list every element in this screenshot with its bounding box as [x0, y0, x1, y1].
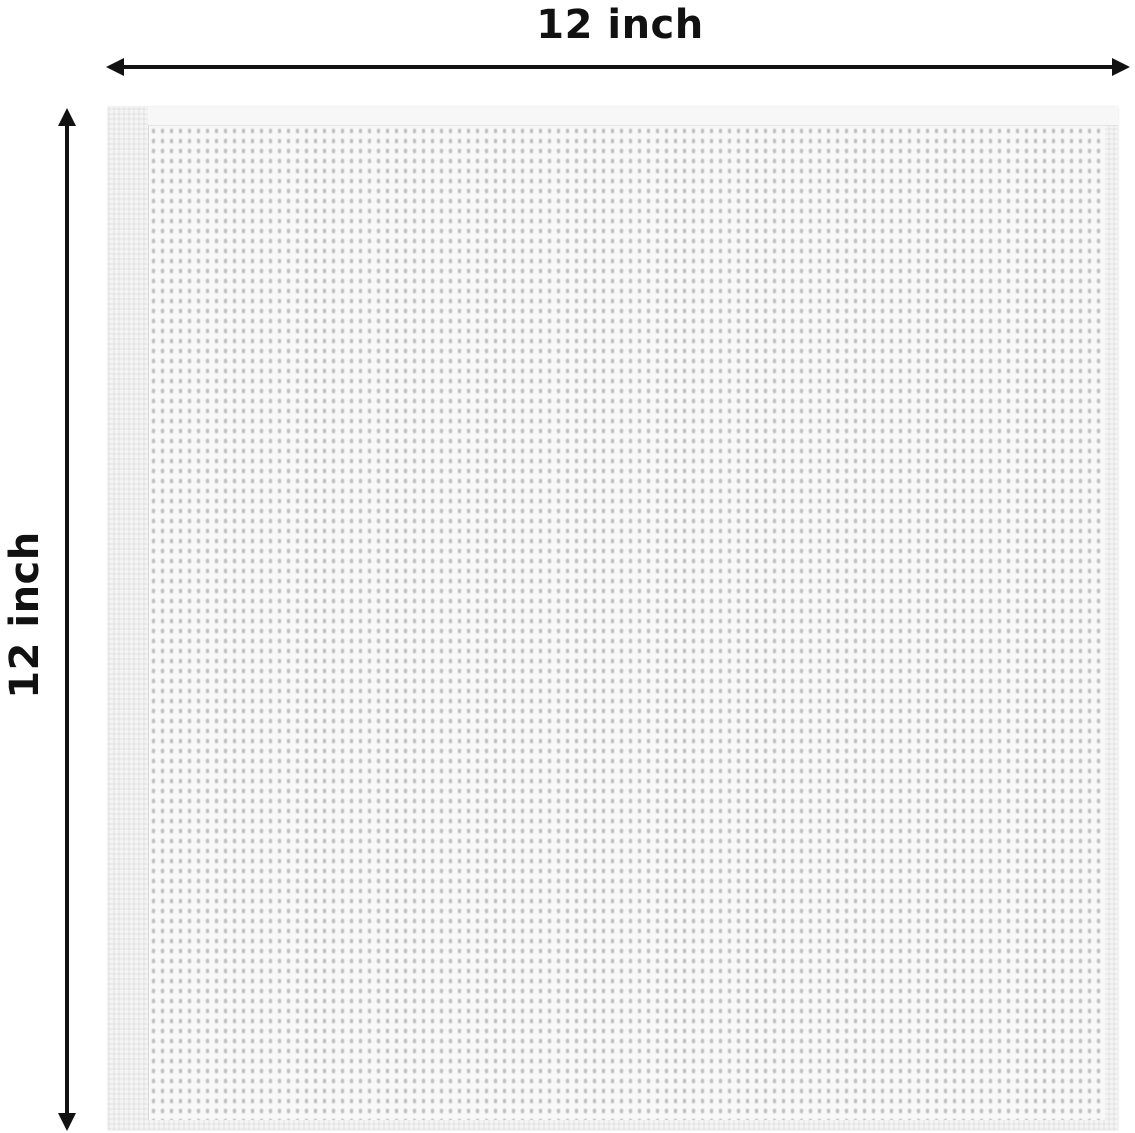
towel-hem	[148, 107, 1118, 126]
width-label: 12 inch	[536, 2, 704, 48]
towel-image	[108, 107, 1118, 1130]
width-arrow	[106, 58, 1130, 76]
waffle-texture	[148, 125, 1105, 1120]
height-arrow	[58, 108, 76, 1131]
